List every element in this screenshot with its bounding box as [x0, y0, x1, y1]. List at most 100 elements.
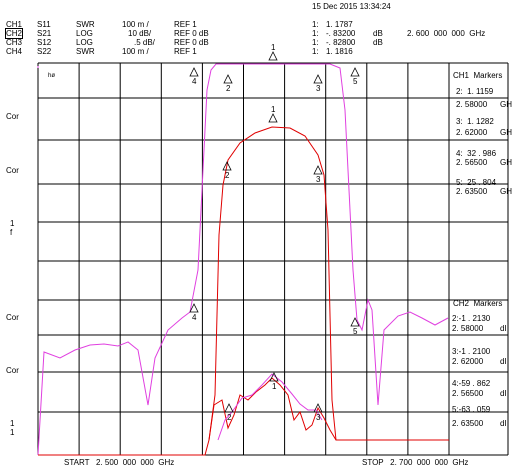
marker-number: 5	[353, 77, 358, 86]
marker-value: -. 82800	[326, 38, 356, 47]
ref-label: Cor	[6, 112, 19, 121]
marker-number: 4	[192, 313, 197, 322]
marker-value: 1. 1787	[326, 20, 353, 29]
marker-number: 2	[227, 413, 232, 422]
ch4-ref: REF 1	[174, 47, 197, 56]
graticule	[37, 62, 509, 456]
marker-number: 1	[271, 43, 276, 52]
ref-position-label: hø	[48, 73, 56, 79]
ch2-markers-title: CH2 Markers	[453, 299, 503, 308]
marker-triangle[interactable]	[189, 303, 199, 313]
marker-triangle[interactable]	[313, 403, 323, 413]
trace-s21	[38, 377, 337, 456]
marker-unit: dI	[500, 389, 507, 398]
marker-entry: 3: 1. 1282	[456, 117, 494, 126]
marker-freq: 2. 58000	[452, 324, 484, 333]
ch4-format: SWR	[76, 47, 95, 56]
ch3-ref: REF 0 dB	[174, 38, 209, 47]
marker-number: 1	[271, 105, 276, 114]
ch2-param: S21	[37, 29, 52, 38]
marker-entry: 5: 25 . 804	[456, 178, 497, 187]
marker-value: 1. 1816	[326, 47, 353, 56]
start-frequency[interactable]: START 2. 500 000 000 GHz	[64, 458, 175, 467]
marker-unit: dI	[500, 324, 507, 333]
ch3-format: LOG	[76, 38, 93, 47]
ch4-scale: 100 m /	[122, 47, 149, 56]
ch1-label[interactable]: CH1	[6, 20, 23, 29]
marker-entry: 4:-59 . 862	[452, 379, 491, 388]
ch4-label[interactable]: CH4	[6, 47, 23, 56]
marker-freq: 2. 58000	[456, 100, 488, 109]
trace-s12	[208, 126, 449, 441]
marker-entry: 5:-63 . 059	[452, 405, 491, 414]
ch3-label[interactable]: CH3	[6, 38, 23, 47]
marker-entry: 4: 32 . 986	[456, 149, 497, 158]
marker-triangle[interactable]	[189, 67, 199, 77]
marker-unit: GH	[500, 158, 512, 167]
ref-label: 1	[10, 219, 15, 228]
ch2-label[interactable]: CH2	[4, 28, 24, 39]
marker-number: 4	[192, 77, 197, 86]
marker-entry: 3:-1 . 2100	[452, 347, 491, 356]
marker-number: 1	[272, 382, 277, 391]
marker-entry: 2:-1 . 2130	[452, 314, 491, 323]
marker-freq: 2. 62000	[452, 357, 484, 366]
marker-triangle[interactable]	[223, 74, 233, 84]
marker-triangle[interactable]	[350, 67, 360, 77]
ch3-param: S12	[37, 38, 52, 47]
marker-number: 3	[316, 413, 321, 422]
ch1-ref: REF 1	[174, 20, 197, 29]
marker-number: 3	[316, 84, 321, 93]
marker-unit: dI	[500, 419, 507, 428]
marker-freq: 2. 63500	[456, 187, 488, 196]
marker-triangle[interactable]	[224, 403, 234, 413]
marker-id: 1:	[312, 47, 319, 56]
ch4-param: S22	[37, 47, 52, 56]
trace-s11-s22	[37, 63, 449, 456]
ch1-markers-title: CH1 Markers	[453, 71, 503, 80]
marker-number: 3	[316, 175, 321, 184]
ch1-param: S11	[37, 20, 51, 29]
marker-freq: 2. 56500	[456, 158, 488, 167]
timestamp: 15 Dec 2015 13:34:24	[312, 2, 391, 11]
marker-triangle[interactable]	[350, 317, 360, 327]
marker-unit: GH	[500, 100, 512, 109]
marker-freq: 2. 63500	[452, 419, 484, 428]
stop-frequency[interactable]: STOP 2. 700 000 000 GHz	[362, 458, 469, 467]
ch2-format: LOG	[76, 29, 93, 38]
marker-id: 1:	[312, 38, 319, 47]
ch1-scale: 100 m /	[122, 20, 149, 29]
marker-freq: 2. 600 000 000 GHz	[407, 29, 486, 38]
marker-entry: 2: 1. 1159	[456, 87, 494, 96]
ref-label: Cor	[6, 313, 19, 322]
ref-label: f	[10, 228, 13, 237]
marker-id: 1:	[312, 29, 319, 38]
marker-triangle[interactable]	[222, 161, 232, 171]
ch2-ref: REF 0 dB	[174, 29, 209, 38]
marker-number: 5	[353, 327, 358, 336]
ref-label: 1	[10, 419, 15, 428]
marker-unit: dB	[373, 38, 383, 47]
marker-unit: dI	[500, 357, 507, 366]
ref-label: Cor	[6, 366, 19, 375]
marker-number: 2	[225, 171, 230, 180]
marker-value: -. 83200	[326, 29, 356, 38]
marker-triangles: 1 2 3 4 5 1 2 3 1 2 3 4 5	[189, 43, 360, 422]
marker-triangle[interactable]	[268, 51, 278, 61]
ref-label: Cor	[6, 166, 19, 175]
marker-id: 1:	[312, 20, 319, 29]
ref-label: 1	[10, 428, 15, 437]
marker-freq: 2. 56500	[452, 389, 484, 398]
ch1-format: SWR	[76, 20, 95, 29]
marker-triangle[interactable]	[313, 165, 323, 175]
marker-unit: GH	[500, 187, 512, 196]
marker-unit: GH	[500, 128, 512, 137]
marker-triangle[interactable]	[268, 113, 278, 123]
marker-unit: dB	[373, 29, 383, 38]
marker-freq: 2. 62000	[456, 128, 488, 137]
ch3-scale: .5 dB/	[134, 38, 155, 47]
marker-triangle[interactable]	[313, 74, 323, 84]
marker-number: 2	[226, 84, 231, 93]
marker-triangle[interactable]	[269, 372, 279, 382]
